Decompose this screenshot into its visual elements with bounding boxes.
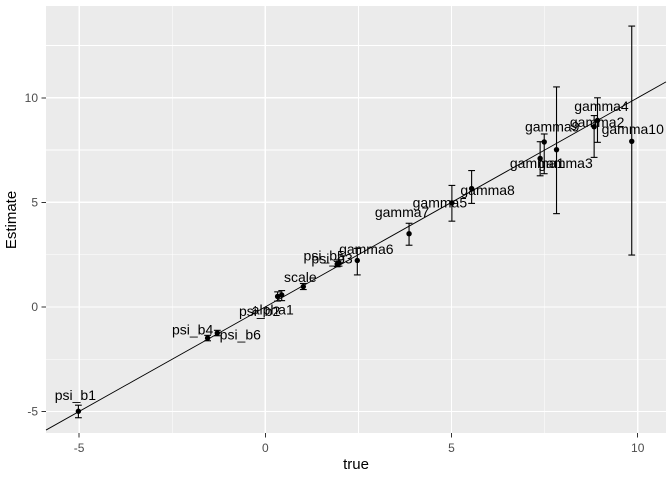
point-label-gamma6: gamma6 <box>339 241 394 257</box>
point-label-gamma1: gamma1 <box>510 155 565 171</box>
data-point-gamma6 <box>354 257 361 264</box>
grid-layer <box>46 6 666 433</box>
identity-line <box>45 81 667 431</box>
y-tick-label: 10 <box>25 91 39 105</box>
data-point-psi_b6 <box>214 330 220 336</box>
data-point-alpha1 <box>279 292 285 298</box>
point-label-psi_b6: psi_b6 <box>220 327 261 343</box>
point-label-gamma9: gamma9 <box>525 118 580 134</box>
data-point-gamma2 <box>591 123 597 130</box>
point-label-gamma10: gamma10 <box>602 121 664 137</box>
data-point-gamma5 <box>449 200 455 206</box>
point-label-alpha1: alpha1 <box>252 301 294 317</box>
point-label-psi_b2: psi_b2 <box>239 303 280 319</box>
data-point-gamma7 <box>406 231 412 237</box>
data-point-gamma10 <box>629 138 635 144</box>
point-label-gamma8: gamma8 <box>460 182 515 198</box>
error-bar-gamma2 <box>590 115 598 158</box>
y-tick-label: 5 <box>31 195 38 209</box>
axes-layer: -5 0 5 10 -5 0 5 10 <box>25 91 645 455</box>
data-point-psi_b4 <box>204 335 211 341</box>
point-label-psi_b5: psi_b5 <box>304 248 345 264</box>
point-label-psi_b1: psi_b1 <box>55 387 96 403</box>
x-tick-label: 0 <box>262 441 269 455</box>
point-label-gamma7: gamma7 <box>375 204 430 220</box>
x-tick-label: 10 <box>631 441 645 455</box>
point-label-gamma4: gamma4 <box>574 98 629 114</box>
point-label-psi_b4: psi_b4 <box>172 322 213 338</box>
data-point-gamma4 <box>594 117 601 124</box>
panel-background <box>46 6 666 433</box>
x-tick-label: 5 <box>448 441 455 455</box>
data-point-psi_b1 <box>75 408 82 414</box>
point-label-gamma2: gamma2 <box>570 114 625 130</box>
data-point-gamma3 <box>553 146 560 153</box>
y-axis-title: Estimate <box>3 191 20 249</box>
point-label-scale: scale <box>284 269 317 285</box>
data-point-gamma8 <box>468 185 475 192</box>
y-tick-label: 0 <box>31 300 38 314</box>
data-point-gamma9 <box>541 139 547 145</box>
x-tick-label: -5 <box>74 441 85 455</box>
plot-panel <box>46 6 666 433</box>
point-label-gamma3: gamma3 <box>538 155 593 171</box>
data-point-psi_b2 <box>274 293 281 300</box>
y-tick-label: -5 <box>27 404 38 418</box>
x-axis-title: true <box>343 456 369 473</box>
point-label-psi_b3: psi_b3 <box>311 250 352 266</box>
data-point-psi_b3 <box>336 260 342 266</box>
point-label-gamma5: gamma5 <box>413 194 468 210</box>
data-point-scale <box>300 283 307 290</box>
data-point-gamma1 <box>537 155 543 162</box>
